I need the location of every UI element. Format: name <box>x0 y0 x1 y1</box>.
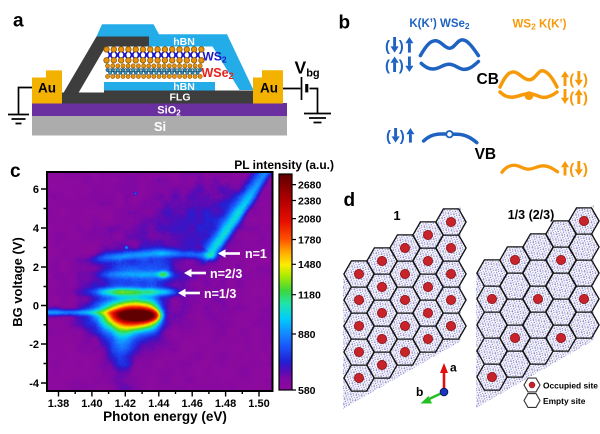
svg-text:-4: -4 <box>29 378 40 390</box>
svg-text:1.38: 1.38 <box>48 398 69 410</box>
svg-text:): ) <box>399 38 404 55</box>
svg-text:580: 580 <box>298 385 316 397</box>
svg-text:d: d <box>344 190 356 211</box>
svg-text:hBN: hBN <box>173 81 195 93</box>
svg-text:1.50: 1.50 <box>248 398 269 410</box>
svg-text:2080: 2080 <box>298 213 322 225</box>
svg-text:1.42: 1.42 <box>115 398 136 410</box>
svg-text:): ) <box>583 72 588 89</box>
svg-text:Empty site: Empty site <box>543 396 586 406</box>
svg-text:(: ( <box>569 72 574 89</box>
svg-text:WSe2: WSe2 <box>202 66 234 81</box>
svg-text:Si: Si <box>154 119 166 134</box>
svg-text:1/3 (2/3): 1/3 (2/3) <box>508 208 555 222</box>
svg-text:1.44: 1.44 <box>148 398 170 410</box>
svg-text:a: a <box>13 11 24 32</box>
svg-text:2680: 2680 <box>298 179 322 191</box>
svg-text:SiO2: SiO2 <box>157 105 181 118</box>
svg-text:1.48: 1.48 <box>215 398 236 410</box>
svg-text:b: b <box>416 385 423 399</box>
svg-text:880: 880 <box>298 329 316 341</box>
svg-text:K(K’) WSe2: K(K’) WSe2 <box>409 18 470 31</box>
svg-text:1: 1 <box>393 208 400 223</box>
svg-text:n=2/3: n=2/3 <box>210 267 242 281</box>
svg-text:a: a <box>450 361 457 375</box>
svg-text:BG voltage (V): BG voltage (V) <box>10 237 25 327</box>
svg-text:4: 4 <box>33 223 40 235</box>
svg-text:Au: Au <box>260 81 278 96</box>
svg-text:PL intensity (a.u.): PL intensity (a.u.) <box>234 158 334 172</box>
svg-text:(: ( <box>386 128 391 145</box>
svg-text:Occupied site: Occupied site <box>543 381 598 391</box>
svg-text:): ) <box>583 90 588 107</box>
svg-text:c: c <box>10 161 21 182</box>
svg-text:b: b <box>339 13 351 34</box>
svg-text:(: ( <box>569 90 574 107</box>
svg-text:1780: 1780 <box>298 234 322 246</box>
svg-text:VB: VB <box>475 146 497 163</box>
svg-text:0: 0 <box>33 301 39 313</box>
svg-text:n=1: n=1 <box>245 247 267 261</box>
svg-text:6: 6 <box>33 184 39 196</box>
svg-text:WS2 K(K’): WS2 K(K’) <box>513 19 567 32</box>
svg-text:WS2: WS2 <box>203 50 227 65</box>
svg-text:(: ( <box>569 161 574 178</box>
svg-text:(: ( <box>385 38 390 55</box>
svg-text:2380: 2380 <box>298 195 322 207</box>
svg-text:Au: Au <box>38 81 56 96</box>
svg-text:): ) <box>583 161 588 178</box>
svg-text:(: ( <box>385 58 390 75</box>
svg-text:): ) <box>399 58 404 75</box>
svg-text:1480: 1480 <box>298 259 322 271</box>
svg-text:hBN: hBN <box>173 36 195 48</box>
svg-text:): ) <box>400 128 405 145</box>
svg-text:1.46: 1.46 <box>181 398 202 410</box>
svg-text:CB: CB <box>477 71 499 88</box>
svg-text:2: 2 <box>33 262 39 274</box>
svg-text:1.40: 1.40 <box>81 398 102 410</box>
svg-text:FLG: FLG <box>170 92 191 104</box>
svg-text:n=1/3: n=1/3 <box>204 287 236 301</box>
svg-text:-2: -2 <box>29 339 39 351</box>
svg-text:Photon energy (eV): Photon energy (eV) <box>103 409 227 424</box>
svg-text:1180: 1180 <box>298 290 321 302</box>
svg-text:Vbg: Vbg <box>295 58 320 80</box>
